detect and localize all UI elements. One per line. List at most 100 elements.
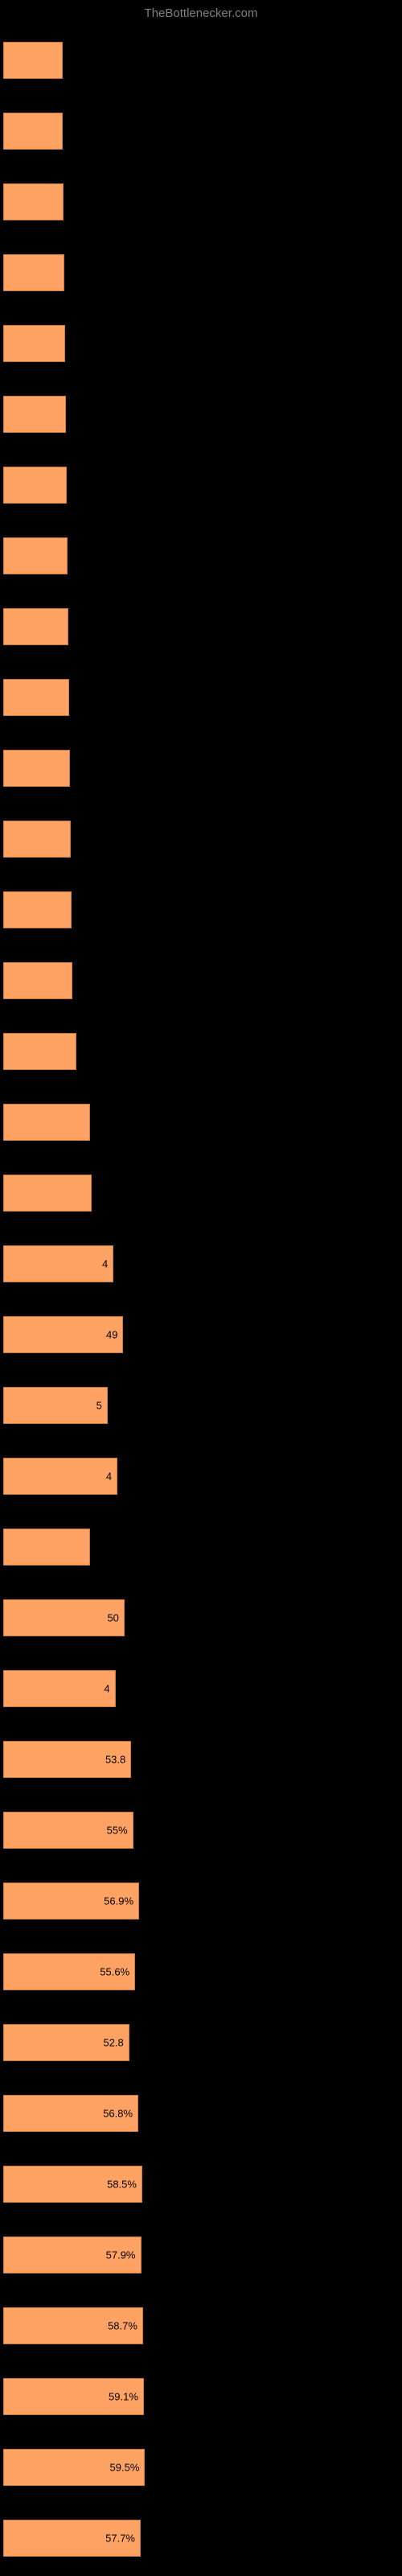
- bar-label: Bottleneck result: [5, 1089, 82, 1102]
- bar-row: Bottleneck result: [3, 735, 399, 787]
- bar-row: Bottleneck result58.5%: [3, 2151, 399, 2203]
- bar-row: Bottleneck result 56.9%: [3, 1868, 399, 1920]
- bar: 4: [3, 1458, 117, 1495]
- bar-value: 55.6%: [100, 1966, 129, 1978]
- bar-label: Bottleneck result: [5, 1868, 82, 1881]
- bar-label: Bottleneck result: [5, 1585, 82, 1598]
- bar-row: Bottleneck result: [3, 1018, 399, 1070]
- bar-row: Bottleneck result: [3, 948, 399, 999]
- header: TheBottlenecker.com: [0, 0, 402, 27]
- bar: 49: [3, 1316, 123, 1353]
- bar: [3, 42, 63, 79]
- bar-value: 57.9%: [106, 2249, 136, 2261]
- bar-label: Bottleneck result: [5, 169, 82, 182]
- bar-value: 56.9%: [104, 1895, 133, 1907]
- bar-row: Bottleneck result: [3, 27, 399, 79]
- bar: 56.8%: [3, 2095, 138, 2132]
- bar: [3, 325, 65, 362]
- bar-row: Bottleneck result 55%: [3, 1797, 399, 1849]
- bar-value: 57.7%: [105, 2533, 135, 2545]
- bar-label: Bottleneck result: [5, 2364, 82, 2376]
- bar: [3, 750, 70, 787]
- bar-label: Bottleneck result: [5, 2293, 82, 2306]
- bar-label: Bottleneck result: [5, 523, 82, 536]
- bar-row: Bottleneck result: [3, 594, 399, 645]
- bar: 50: [3, 1599, 125, 1636]
- bar-label: Bottleneck result: [5, 1302, 82, 1315]
- bar-value: 50: [107, 1612, 118, 1624]
- bar-row: Bottleneck result 50: [3, 1585, 399, 1636]
- bar-row: Bottleneck result: [3, 452, 399, 504]
- bar: [3, 1529, 90, 1566]
- bar-label: Bottleneck result: [5, 948, 82, 961]
- bar: [3, 183, 64, 220]
- bar: 5: [3, 1387, 108, 1424]
- bar: [3, 821, 71, 858]
- site-title: TheBottlenecker.com: [145, 6, 258, 20]
- bar-label: Bottleneck result: [5, 594, 82, 607]
- bar-label: Bottleneck result: [5, 452, 82, 465]
- bar-row: Bottleneck result: [3, 523, 399, 574]
- bar-row: Bottleneck result: [3, 665, 399, 716]
- bar-label: Bottleneck result: [5, 98, 82, 111]
- bar-value: 49: [106, 1329, 117, 1341]
- bar-label: Bottleneck result: [5, 27, 82, 40]
- bar: 4: [3, 1670, 116, 1707]
- bar-label: Bottleneck result: [5, 2010, 82, 2023]
- bar: 59.5%: [3, 2449, 145, 2486]
- bar-label: Bottleneck result: [5, 1160, 82, 1173]
- bar-label: Bottleneck result: [5, 1797, 82, 1810]
- bar-label: Bottleneck result: [5, 877, 82, 890]
- bar-value: 4: [104, 1683, 109, 1695]
- bar: [3, 891, 72, 928]
- bar: [3, 113, 63, 150]
- bar: 57.9%: [3, 2237, 142, 2274]
- bar-row: Bottleneck result 55.6%: [3, 1939, 399, 1990]
- bar-label: Bottleneck result: [5, 735, 82, 748]
- bar: [3, 608, 68, 645]
- bar: [3, 1104, 90, 1141]
- bar-row: Bottleneck result53.8: [3, 1726, 399, 1778]
- bar-label: Bottleneck result: [5, 2151, 82, 2164]
- bar-label: Bottleneck result: [5, 1443, 82, 1456]
- bar-label: Bottleneck result: [5, 2222, 82, 2235]
- bar-row: Bottleneck result: [3, 1160, 399, 1212]
- bar: [3, 1033, 76, 1070]
- bar-label: Bottleneck result: [5, 1939, 82, 1952]
- bar-label: Bottleneck result: [5, 2080, 82, 2093]
- bar-value: 52.8: [103, 2037, 123, 2049]
- bar-row: Bottleneck result 4: [3, 1443, 399, 1495]
- bar-value: 59.1%: [109, 2391, 138, 2403]
- bar-label: Bottleneck result: [5, 381, 82, 394]
- bar-row: Bottleneck result: [3, 381, 399, 433]
- bar-row: Bottleneck result4: [3, 1231, 399, 1282]
- bar-label: Bottleneck result: [5, 1514, 82, 1527]
- bar-value: 58.7%: [108, 2320, 137, 2332]
- bar: [3, 962, 72, 999]
- bottleneck-chart: Bottleneck resultBottleneck resultBottle…: [0, 27, 402, 2557]
- bar-label: Bottleneck result: [5, 665, 82, 677]
- bar-label: Bottleneck result: [5, 2434, 82, 2447]
- bar-row: Bottleneck result 52.8: [3, 2010, 399, 2061]
- bar-row: Bottleneck result: [3, 311, 399, 362]
- bar-label: Bottleneck result: [5, 1656, 82, 1669]
- bar-row: Bottleneck result: [3, 806, 399, 858]
- bar: 58.7%: [3, 2307, 143, 2344]
- bar-row: Bottleneck result 49: [3, 1302, 399, 1353]
- bar-value: 55%: [107, 1825, 128, 1837]
- bar: [3, 254, 64, 291]
- bar-label: Bottleneck result: [5, 806, 82, 819]
- bar: 55.6%: [3, 1953, 135, 1990]
- bar-value: 4: [106, 1471, 112, 1483]
- bar: 53.8: [3, 1741, 131, 1778]
- bar: [3, 396, 66, 433]
- bar: [3, 1175, 92, 1212]
- bar-label: Bottleneck result: [5, 2505, 82, 2518]
- bar-row: Bottleneck result: [3, 169, 399, 220]
- bar: [3, 467, 67, 504]
- bar-label: Bottleneck result: [5, 240, 82, 253]
- bar-label: Bottleneck result: [5, 1231, 82, 1244]
- bar-label: Bottleneck result: [5, 1372, 82, 1385]
- bar-row: Bottleneck result 57.7%: [3, 2505, 399, 2557]
- bar-row: Bottleneck result 5: [3, 1372, 399, 1424]
